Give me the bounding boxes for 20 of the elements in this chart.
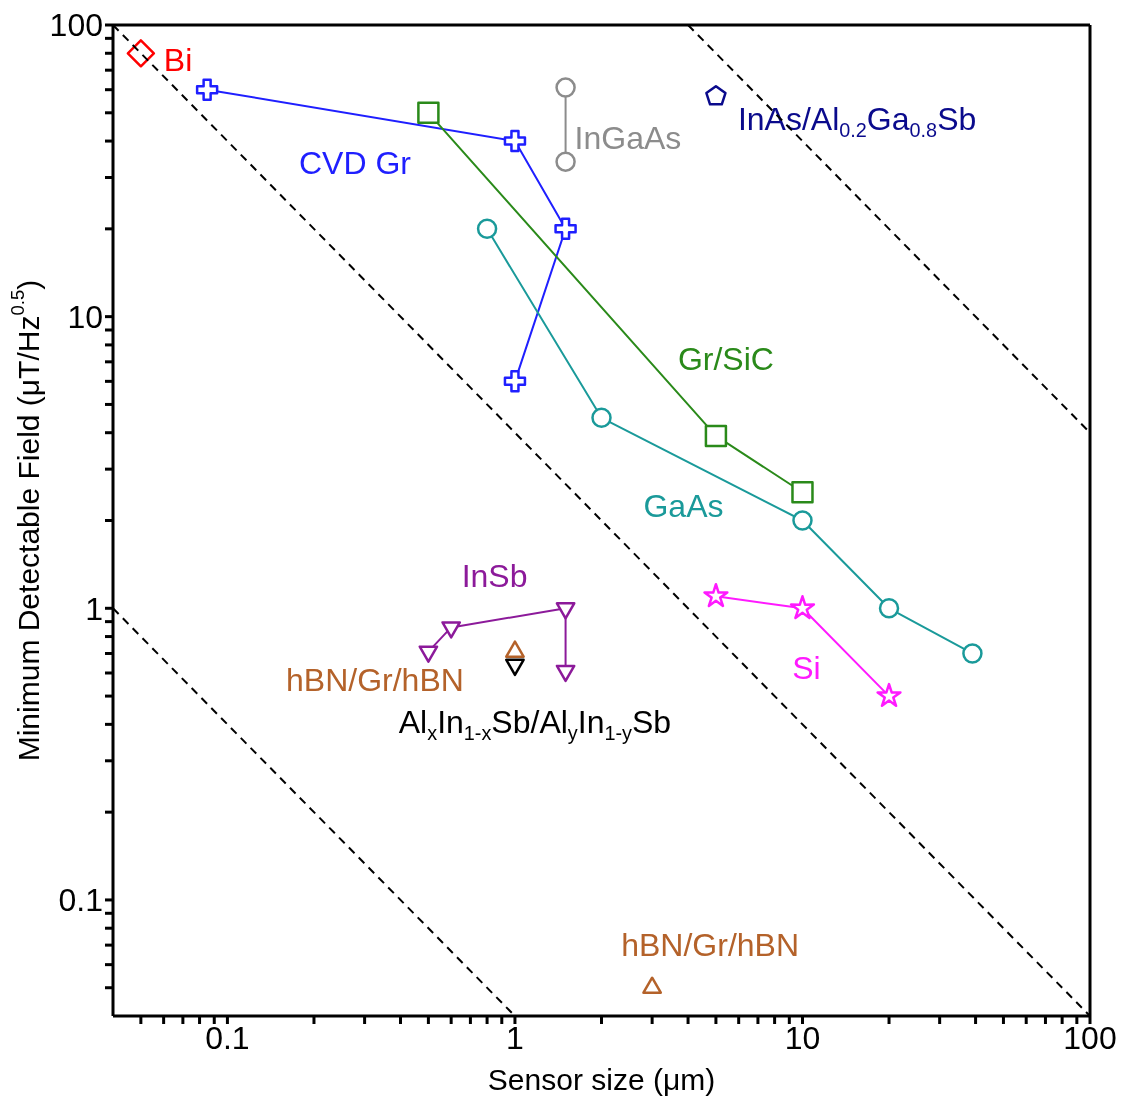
x-tick-label: 1 <box>506 1019 524 1056</box>
series-label: hBN/Gr/hBN <box>286 661 464 698</box>
y-tick-label: 100 <box>49 7 103 44</box>
series-label: hBN/Gr/hBN <box>621 926 800 963</box>
series-label: InAs/Al$_{0.2}$Ga$_{0.8}$Sb <box>737 101 977 142</box>
y-tick-label: 0.1 <box>58 882 103 919</box>
y-tick-label: 1 <box>85 590 103 627</box>
x-axis-title: Sensor size (μm) <box>487 1063 716 1096</box>
text: Al$_{x}$In$_{1-x}$Sb/Al$_{y}$In$_{1-y}$Sb <box>398 703 672 744</box>
series-label: Bi <box>163 42 193 79</box>
y-tick-label: 10 <box>67 299 103 336</box>
series-label: InSb <box>461 558 528 595</box>
series-label: InGaAs <box>574 119 682 156</box>
x-tick-label: 0.1 <box>205 1019 250 1056</box>
series-label: CVD Gr <box>298 145 412 182</box>
series-label: Gr/SiC <box>677 340 774 377</box>
x-tick-label: 10 <box>784 1019 821 1056</box>
series-label: Si <box>792 650 821 687</box>
x-tick-label: 100 <box>1063 1019 1117 1056</box>
series-label: GaAs <box>643 487 724 524</box>
